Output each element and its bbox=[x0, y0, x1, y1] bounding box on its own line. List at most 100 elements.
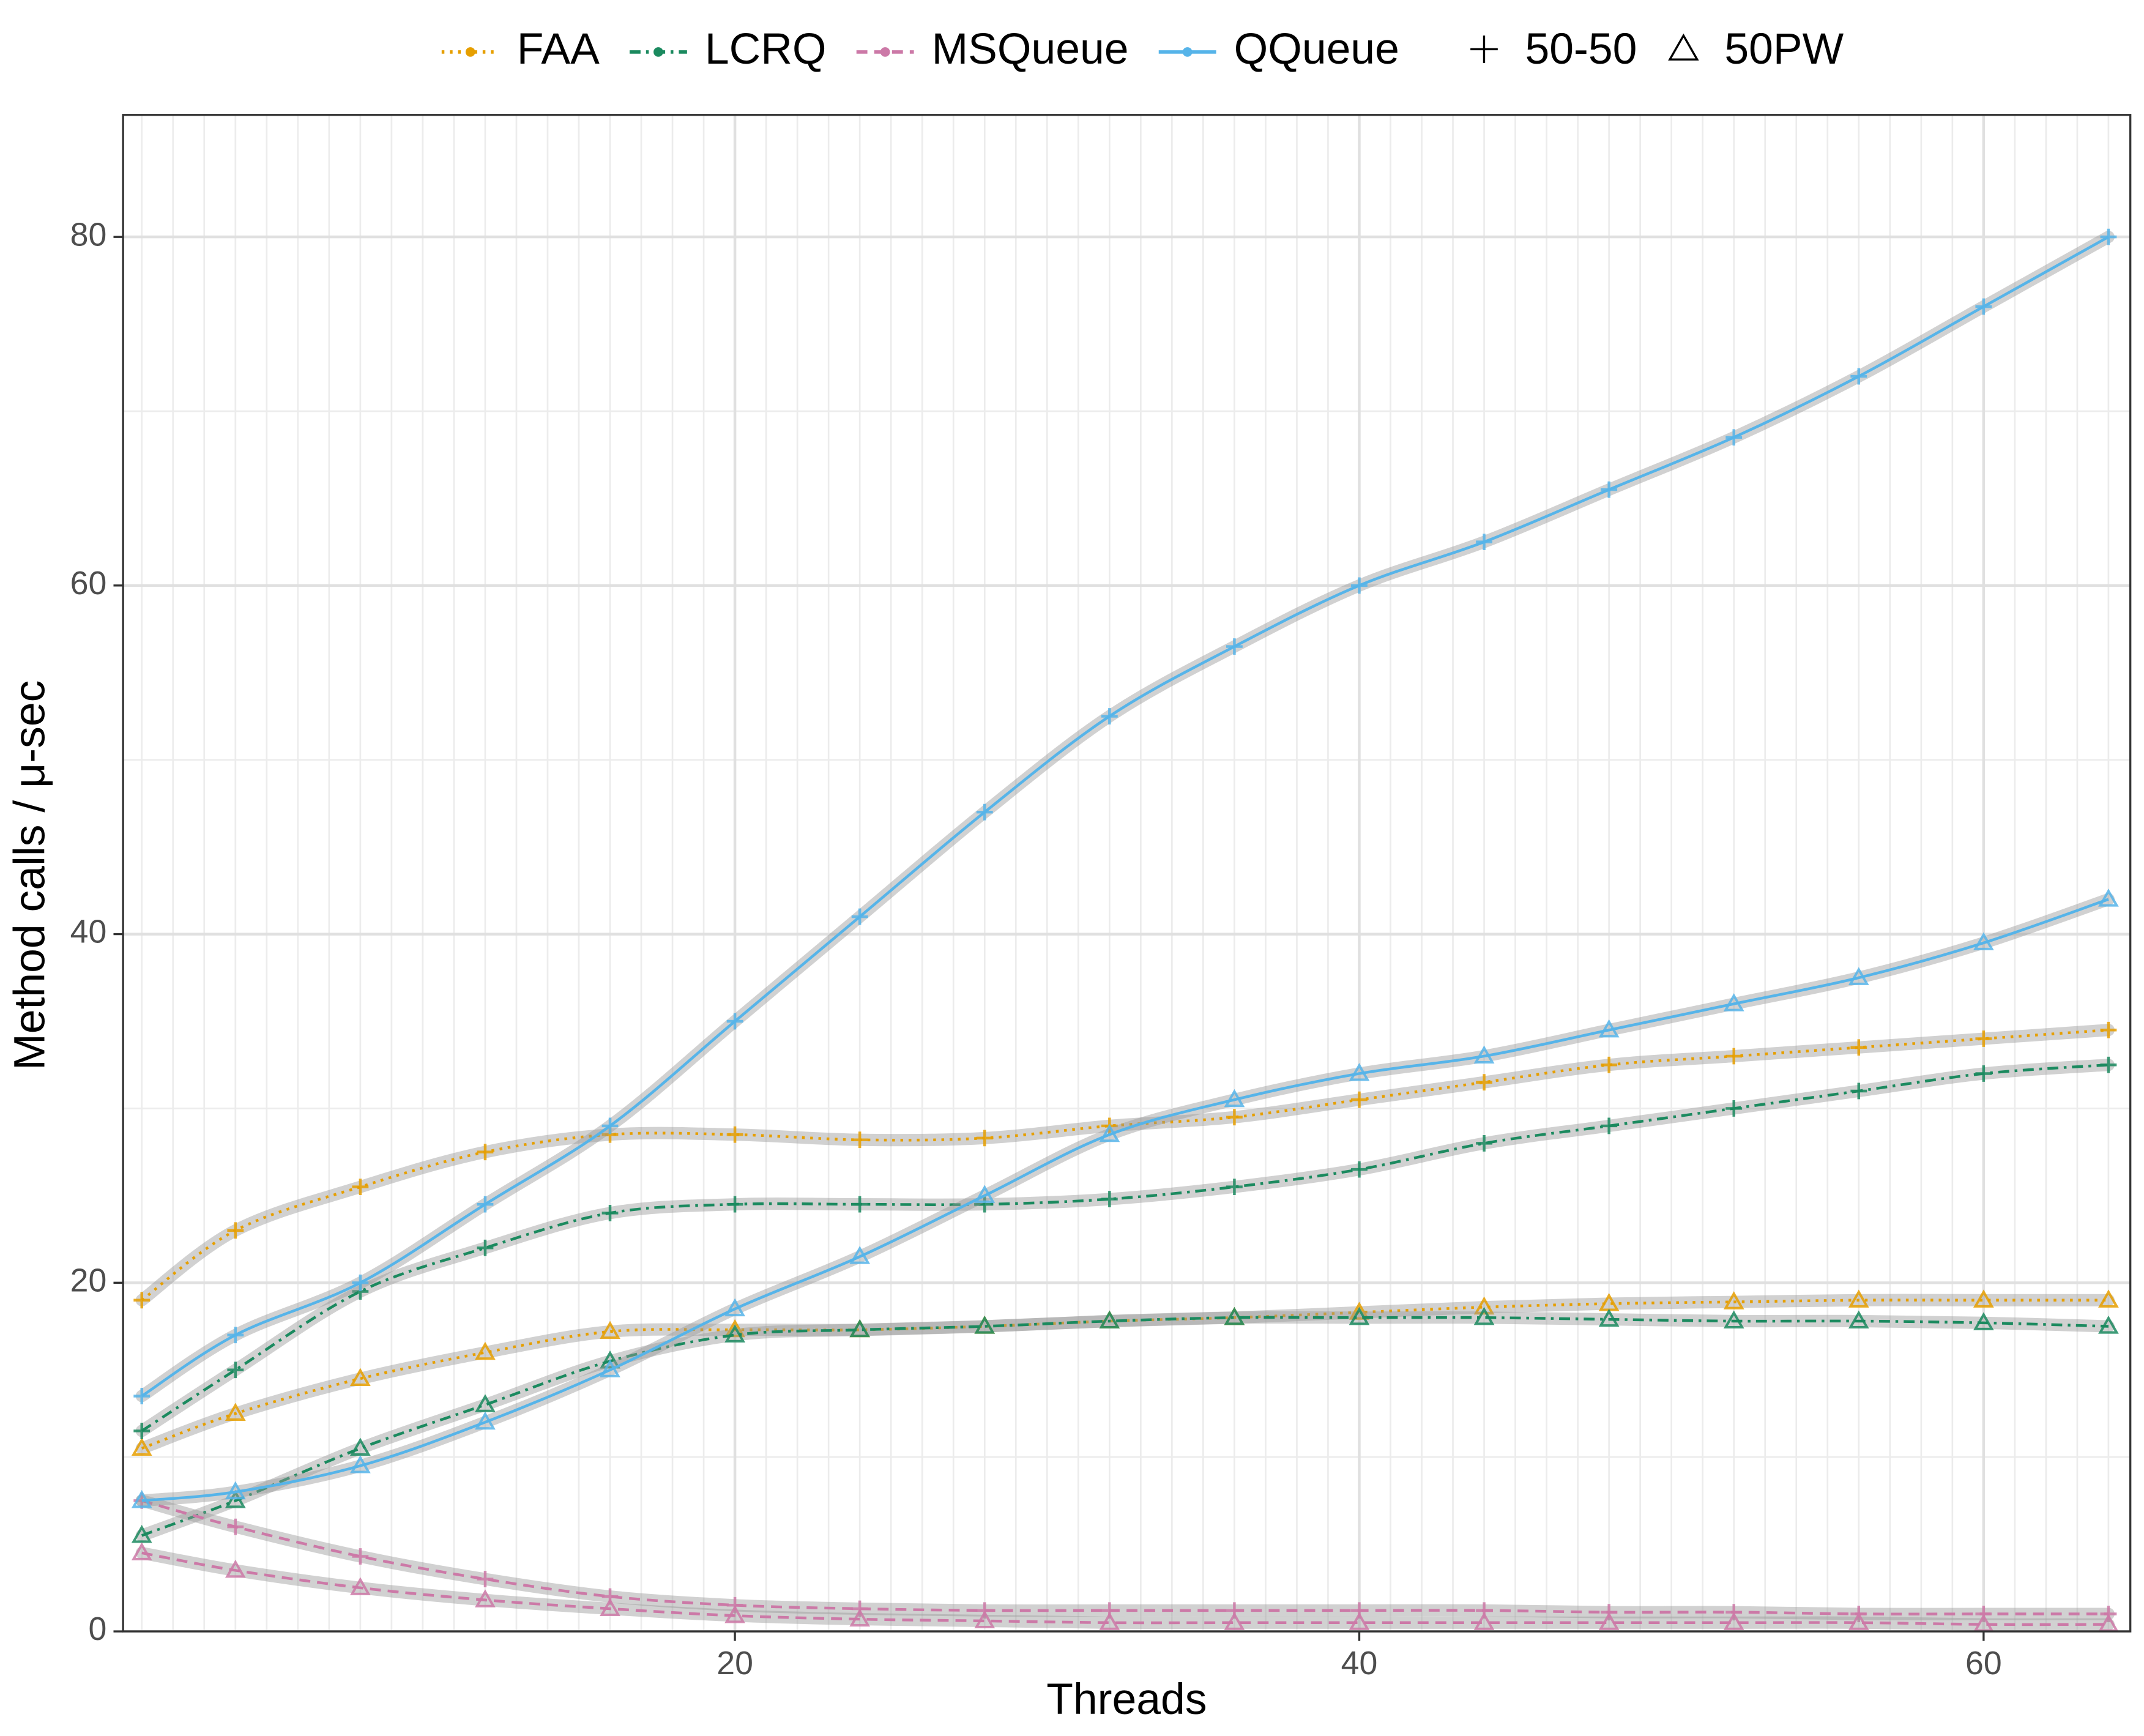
triangle-marker bbox=[974, 1185, 996, 1203]
plus-marker bbox=[851, 908, 868, 925]
plus-marker bbox=[227, 1518, 244, 1535]
plus-marker bbox=[1226, 1179, 1243, 1196]
plus-marker bbox=[1850, 368, 1867, 385]
triangle-marker bbox=[1723, 1612, 1744, 1630]
triangle-marker bbox=[1723, 1310, 1744, 1329]
plus-marker bbox=[601, 1204, 619, 1221]
plus-marker bbox=[726, 1196, 743, 1213]
plus-marker bbox=[1351, 1091, 1368, 1108]
triangle-marker bbox=[1224, 1306, 1245, 1325]
triangle-marker bbox=[131, 1542, 152, 1560]
triangle-marker bbox=[1848, 967, 1869, 985]
plus-marker bbox=[477, 1196, 494, 1213]
smooth-line bbox=[141, 236, 2110, 1398]
triangle-marker bbox=[349, 1368, 371, 1387]
plus-marker bbox=[2100, 228, 2117, 245]
plus-marker bbox=[1101, 708, 1118, 725]
triangle-marker bbox=[724, 1604, 745, 1623]
plus-marker bbox=[976, 1196, 993, 1213]
triangle-marker bbox=[131, 1489, 152, 1508]
plus-marker bbox=[2100, 1056, 2117, 1073]
triangle-marker bbox=[1224, 1089, 1245, 1108]
triangle-marker bbox=[1723, 1291, 1744, 1309]
triangle-marker bbox=[1099, 1612, 1120, 1630]
triangle-marker bbox=[225, 1403, 246, 1421]
triangle-marker bbox=[225, 1481, 246, 1500]
plus-marker bbox=[2100, 1021, 2117, 1038]
x-tick-label: 60 bbox=[1965, 1645, 2002, 1682]
plus-marker bbox=[477, 1571, 494, 1587]
triangle-marker bbox=[1099, 1123, 1120, 1142]
triangle-marker bbox=[849, 1608, 871, 1627]
smooth-line bbox=[141, 1316, 2109, 1537]
plus-marker bbox=[1725, 1100, 1743, 1117]
legend-dot bbox=[653, 47, 663, 57]
triangle-marker bbox=[849, 1319, 871, 1338]
plus-marker bbox=[1470, 35, 1498, 63]
triangle-marker bbox=[1224, 1612, 1245, 1630]
legend-label: MSQueue bbox=[932, 24, 1129, 73]
plus-marker bbox=[1601, 1056, 1618, 1073]
y-tick-label: 80 bbox=[70, 216, 107, 253]
legend-dot bbox=[880, 47, 890, 57]
triangle-marker bbox=[1473, 1296, 1495, 1315]
triangle-marker bbox=[225, 1489, 246, 1508]
triangle-marker bbox=[1598, 1612, 1620, 1630]
triangle-marker bbox=[1349, 1063, 1370, 1081]
triangle-marker bbox=[1848, 1310, 1869, 1329]
plus-marker bbox=[227, 1362, 244, 1379]
y-tick-label: 60 bbox=[70, 565, 107, 602]
triangle-marker bbox=[1848, 1289, 1869, 1308]
triangle-marker bbox=[349, 1437, 371, 1456]
plus-marker bbox=[1476, 1074, 1492, 1091]
plus-marker bbox=[1601, 481, 1618, 498]
triangle-marker bbox=[1473, 1306, 1495, 1325]
plus-marker bbox=[133, 1423, 151, 1439]
plus-marker bbox=[726, 1126, 743, 1143]
triangle-marker bbox=[1349, 1306, 1370, 1325]
axes: 20 40 60 0 20 40 60 80 bbox=[70, 216, 2002, 1682]
grid bbox=[123, 114, 2131, 1633]
smooth-line bbox=[141, 1063, 2109, 1432]
plus-marker bbox=[976, 803, 993, 821]
triangle-marker bbox=[600, 1359, 620, 1377]
legend: FAA LCRQ MSQueue QQueue 50-50 50PW bbox=[441, 24, 1844, 73]
triangle-marker bbox=[849, 1246, 871, 1264]
plus-marker bbox=[352, 1548, 369, 1565]
plus-marker bbox=[976, 1130, 993, 1147]
plus-marker bbox=[477, 1239, 494, 1256]
plus-marker bbox=[133, 1292, 151, 1309]
plus-marker bbox=[851, 1196, 868, 1213]
triangle-marker bbox=[225, 1559, 246, 1578]
triangle-marker bbox=[600, 1598, 620, 1617]
plus-marker bbox=[851, 1131, 868, 1149]
triangle-marker bbox=[2098, 888, 2119, 907]
legend-label: 50PW bbox=[1724, 24, 1844, 73]
y-tick-label: 0 bbox=[88, 1611, 106, 1647]
y-tick-label: 40 bbox=[70, 914, 107, 950]
plus-marker bbox=[726, 1013, 743, 1030]
triangle-marker bbox=[1099, 1310, 1120, 1329]
plus-marker bbox=[1975, 1065, 1992, 1082]
triangle-marker bbox=[349, 1577, 371, 1595]
smooth-line bbox=[141, 1029, 2109, 1302]
plus-marker bbox=[1975, 298, 1992, 315]
triangle-marker bbox=[349, 1455, 371, 1473]
marks bbox=[131, 228, 2119, 1632]
smooth-line bbox=[141, 898, 2109, 1502]
triangle-marker bbox=[1598, 1019, 1620, 1038]
triangle-marker bbox=[1473, 1612, 1495, 1630]
triangle-marker bbox=[600, 1321, 620, 1339]
plus-marker bbox=[477, 1144, 494, 1161]
plus-marker bbox=[352, 1274, 369, 1291]
x-tick-label: 40 bbox=[1341, 1645, 1378, 1682]
triangle-marker bbox=[974, 1610, 996, 1628]
triangle-marker bbox=[475, 1589, 496, 1607]
plus-marker bbox=[1351, 1161, 1368, 1178]
triangle-marker bbox=[1973, 1312, 1994, 1330]
plus-marker bbox=[601, 1117, 619, 1134]
plus-marker bbox=[1476, 534, 1492, 551]
legend-label: FAA bbox=[517, 24, 600, 73]
plus-marker bbox=[1476, 1135, 1492, 1152]
